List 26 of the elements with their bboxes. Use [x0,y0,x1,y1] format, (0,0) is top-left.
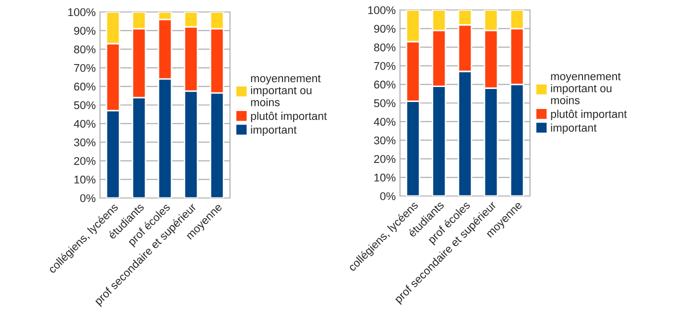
legend-label: important [251,126,297,136]
y-tick-label: 0% [80,194,96,202]
legend-label: plutôt important [251,112,327,122]
y-tick-label: 50% [374,99,396,108]
y-tick-label: 70% [74,64,96,72]
y-tick-label: 80% [374,43,396,52]
y-tick-label: 70% [374,62,396,70]
legend-label: important [551,124,597,134]
y-tick-label: 60% [374,80,396,89]
y-tick-label: 10% [74,176,96,184]
y-tick-label: 20% [74,157,96,165]
y-tick-label: 90% [74,26,96,35]
y-tick-label: 100% [368,6,396,14]
y-tick-label: 100% [68,8,96,16]
y-tick-label: 50% [74,101,96,110]
y-tick-label: 20% [374,155,396,163]
legend-label: plutôt important [551,110,627,120]
y-tick-label: 80% [74,45,96,54]
y-tick-label: 10% [374,174,396,182]
y-tick-label: 0% [380,192,396,200]
y-tick-label: 40% [374,118,396,126]
y-tick-label: 30% [374,136,396,144]
y-tick-label: 90% [374,24,396,33]
y-tick-label: 40% [74,120,96,128]
y-tick-label: 30% [74,138,96,146]
y-tick-label: 60% [74,82,96,91]
